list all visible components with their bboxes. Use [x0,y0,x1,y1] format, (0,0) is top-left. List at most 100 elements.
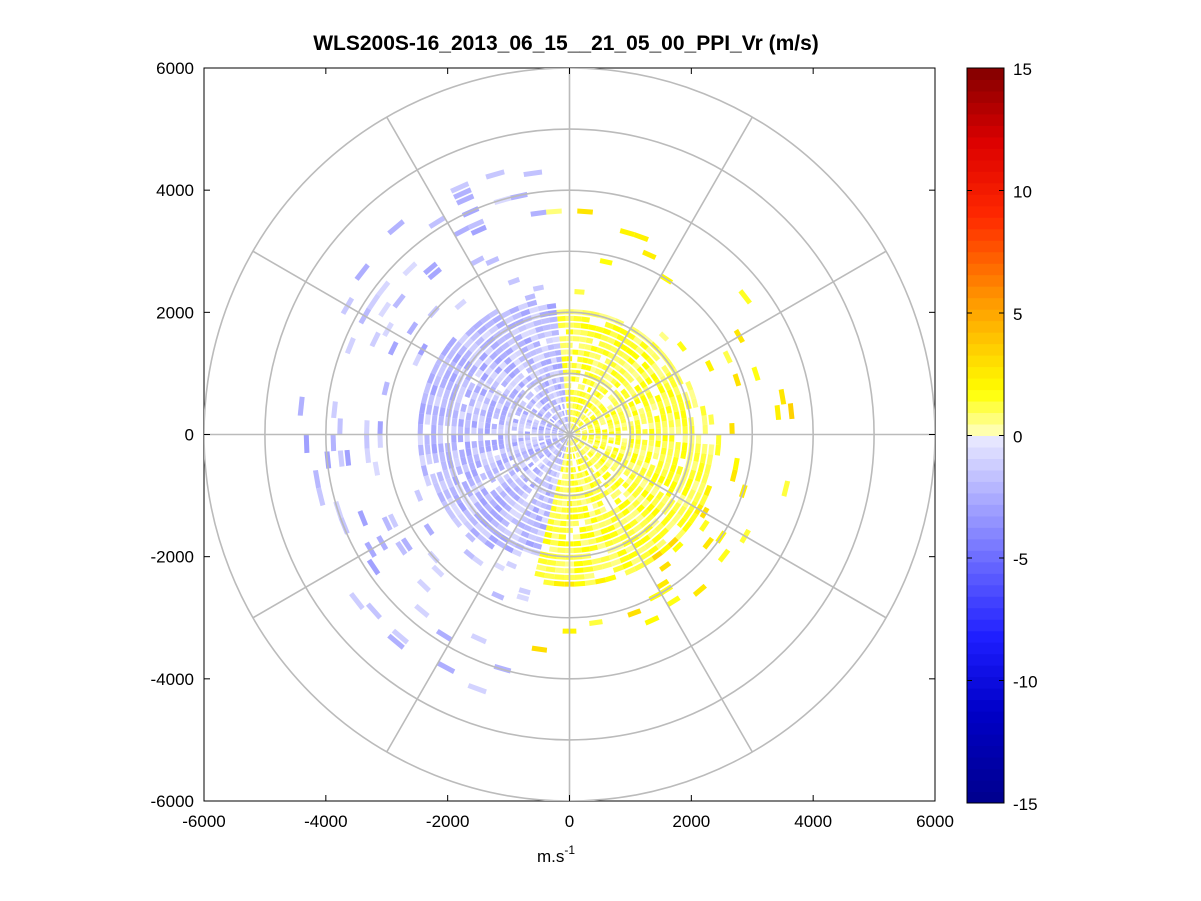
colorbar-swatch [967,240,1004,253]
velocity-cell [528,450,535,456]
velocity-cell [468,342,479,353]
velocity-cell [458,418,464,428]
velocity-cell [464,427,470,435]
velocity-cell [553,478,559,485]
velocity-cell [581,363,587,370]
velocity-cell [534,447,541,453]
velocity-cell [446,348,457,361]
velocity-cell [578,422,584,427]
velocity-cell [552,438,558,442]
velocity-cell [642,556,655,567]
velocity-cell [610,378,618,386]
velocity-cell [714,444,721,456]
velocity-cell [566,423,569,429]
velocity-cell [484,346,494,356]
colorbar-swatch [967,228,1004,241]
velocity-cell [614,497,622,506]
velocity-cell [538,427,544,431]
velocity-cell [601,441,607,445]
velocity-cell [514,466,522,473]
velocity-cell [561,459,565,466]
velocity-cell [505,560,518,570]
velocity-cell [657,385,666,394]
velocity-cell [586,476,592,483]
velocity-cell [575,435,581,437]
velocity-cell [550,357,557,364]
velocity-cell [504,375,513,384]
velocity-cell [420,392,429,404]
velocity-cell [545,429,551,432]
velocity-cell [682,508,693,521]
velocity-cell [468,516,479,527]
velocity-cell [458,386,466,396]
velocity-cell [372,461,381,476]
velocity-cell [589,395,595,402]
velocity-cell [366,558,381,576]
velocity-cell [543,416,549,421]
velocity-cell [651,550,663,561]
velocity-cell [574,574,585,580]
velocity-cell [535,347,543,355]
velocity-cell [631,361,641,370]
velocity-cell [608,428,615,432]
velocity-cell [573,439,577,444]
velocity-cell [520,530,530,539]
velocity-cell [537,478,544,485]
velocity-cell [498,434,504,440]
velocity-cell [608,425,614,429]
velocity-cell [655,440,661,448]
velocity-cell [621,422,627,428]
velocity-cell [645,391,654,400]
velocity-cell [553,449,558,454]
velocity-cell [496,459,503,467]
velocity-cell [620,445,627,451]
velocity-cell [525,442,532,447]
velocity-cell [479,472,488,481]
velocity-cell [548,546,558,553]
velocity-cell [691,460,699,471]
velocity-cell [545,208,562,215]
velocity-cell [668,419,675,428]
velocity-cell [604,539,614,548]
velocity-cell [518,437,524,442]
velocity-cell [552,499,558,506]
velocity-cell [589,449,595,455]
colorbar-swatch [967,401,1004,414]
velocity-cell [546,303,557,310]
velocity-cell [590,448,596,453]
velocity-cell [436,660,456,675]
velocity-cell [562,500,568,507]
velocity-cell [645,346,655,356]
colorbar-swatch [967,159,1004,172]
colorbar-swatch [967,676,1004,689]
velocity-cell [661,441,668,449]
velocity-cell [574,427,579,431]
velocity-cell [529,349,538,357]
velocity-cell [599,457,606,464]
velocity-cell [532,284,545,292]
velocity-cell [462,509,473,520]
velocity-cell [635,513,645,523]
velocity-cell [693,491,703,503]
velocity-cell [573,446,577,452]
velocity-cell [539,423,545,428]
velocity-cell [525,440,531,444]
velocity-cell [610,369,618,377]
velocity-cell [537,304,548,312]
velocity-cell [531,645,548,653]
velocity-cell [489,361,498,371]
velocity-cell [561,356,567,362]
velocity-cell [544,404,550,410]
velocity-cell [578,343,586,350]
velocity-cell [543,388,550,395]
velocity-cell [751,366,761,381]
velocity-cell [633,448,640,455]
velocity-cell [584,445,590,451]
velocity-cell [500,481,509,490]
velocity-cell [478,440,484,448]
velocity-cell [553,580,565,587]
velocity-cell [667,536,679,548]
velocity-cell [509,380,517,388]
velocity-cell [659,407,666,416]
velocity-cell [565,440,568,446]
